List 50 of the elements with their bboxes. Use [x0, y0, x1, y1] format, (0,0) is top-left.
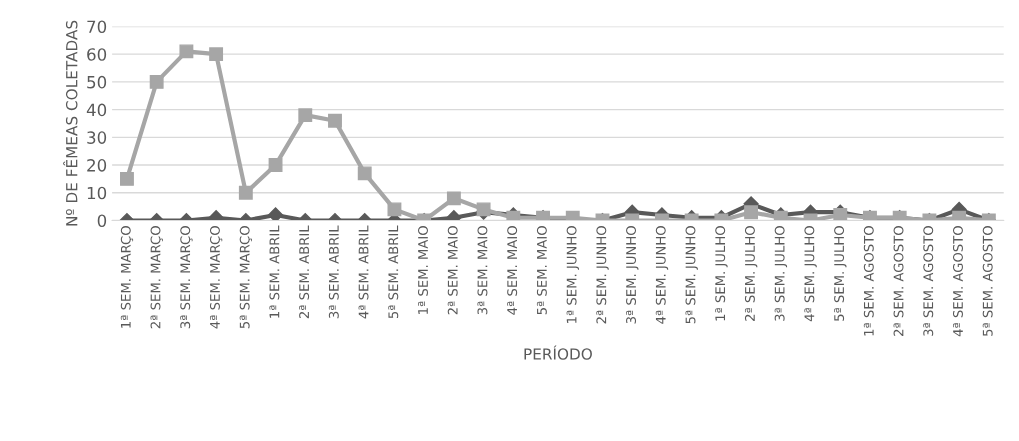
y-tick-label: 70 — [87, 20, 107, 34]
x-tick-label: 1ª SEM. AGOSTO — [863, 226, 874, 336]
y-tick-label: 20 — [87, 159, 107, 172]
x-tick-label: 3ª SEM. JULHO — [774, 226, 788, 321]
x-tick-label: 4ª SEM. JUNHO — [655, 226, 669, 324]
y-axis-title: Nº DE FÊMEAS COLETADAS — [63, 20, 78, 226]
point — [328, 113, 342, 128]
point — [179, 44, 194, 59]
y-tick-label: 50 — [87, 75, 107, 89]
y-tick-label: 60 — [87, 48, 107, 61]
x-tick-label: 2ª SEM. MAIO — [447, 226, 458, 315]
point — [238, 185, 253, 200]
x-tick-label: 3ª SEM. AGOSTO — [923, 226, 934, 336]
x-tick-label: 1ª SEM. JULHO — [715, 226, 728, 321]
x-tick-label: 5ª SEM. AGOSTO — [982, 226, 993, 336]
x-tick-label: 2ª SEM. ABRIL — [299, 225, 310, 319]
point — [209, 47, 224, 62]
point — [120, 171, 134, 186]
x-tick-label: 2ª SEM. JULHO — [744, 226, 758, 321]
x-tick-label: 5ª SEM. MAIO — [536, 226, 547, 315]
x-tick-label: 5ª SEM. MARÇO — [239, 226, 253, 329]
y-tick-label: 40 — [86, 103, 107, 117]
x-tick-label: 5ª SEM. ABRIL — [388, 225, 399, 319]
x-tick-label: 5ª SEM. JUNHO — [685, 226, 698, 324]
x-tick-label: 1ª SEM. MAIO — [418, 226, 428, 314]
point — [149, 74, 164, 89]
x-tick-label: 2ª SEM. JUNHO — [596, 226, 609, 324]
x-tick-label: 5ª SEM. JULHO — [834, 226, 847, 321]
x-tick-label: 3ª SEM. MARÇO — [180, 226, 193, 329]
point — [268, 158, 283, 173]
x-tick-label: 4ª SEM. ABRIL — [358, 225, 369, 319]
x-tick-label: 2ª SEM. AGOSTO — [893, 226, 904, 336]
x-tick-label: 4ª SEM. MAIO — [507, 226, 518, 315]
x-tick-label: 2ª SEM. MARÇO — [150, 226, 163, 329]
point — [298, 108, 313, 123]
x-axis-title: PERÍODO — [524, 345, 592, 360]
x-tick-label: 1ª SEM. ABRIL — [269, 225, 280, 318]
point — [357, 166, 372, 181]
x-tick-label: 4ª SEM. MARÇO — [209, 226, 223, 329]
x-tick-label: 1ª SEM. JUNHO — [566, 226, 580, 323]
point — [267, 207, 284, 221]
x-tick-label: 4ª SEM. AGOSTO — [952, 226, 963, 337]
y-tick-label: 10 — [87, 186, 107, 200]
x-tick-label: 3ª SEM. ABRIL — [328, 225, 339, 319]
y-tick-label: 30 — [87, 131, 107, 144]
x-tick-label: 1ª SEM. MARÇO — [120, 226, 134, 328]
x-tick-label: 4ª SEM. JULHO — [804, 226, 817, 322]
x-tick-label: 3ª SEM. MAIO — [477, 226, 488, 315]
y-tick-label: 0 — [97, 214, 107, 228]
x-tick-label: 3ª SEM. JUNHO — [626, 226, 639, 324]
